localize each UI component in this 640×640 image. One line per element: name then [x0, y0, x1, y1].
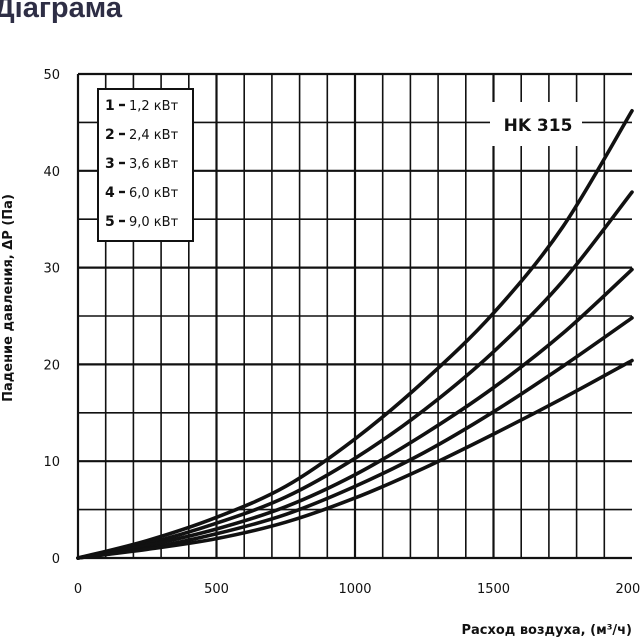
x-tick-label: 1000 — [338, 582, 371, 597]
legend-label: 3,6 кВт — [129, 157, 179, 172]
y-tick-label: 30 — [43, 262, 60, 277]
chart-curves — [76, 108, 634, 560]
legend-number: 3 — [105, 156, 115, 172]
legend-number: 5 — [105, 214, 115, 230]
model-label: HK 315 — [504, 116, 573, 136]
legend-item-3: 3 3,6 кВт — [105, 156, 179, 172]
legend-item-4: 4 6,0 кВт — [105, 185, 179, 201]
x-tick-label: 1500 — [477, 582, 510, 597]
y-tick-label: 0 — [52, 552, 60, 567]
legend-box — [97, 88, 194, 242]
series-curve-1 — [76, 108, 634, 560]
x-tick-label: 0 — [74, 582, 82, 597]
y-tick-label: 20 — [43, 358, 60, 373]
model-label-box: HK 315 — [490, 102, 582, 146]
page-title: Діаграма — [0, 0, 122, 24]
legend-item-5: 5 9,0 кВт — [105, 214, 179, 230]
legend-item-1: 1 1,2 кВт — [105, 98, 179, 114]
series-curve-5 — [76, 358, 634, 560]
y-tick-label: 50 — [43, 68, 60, 83]
legend-item-2: 2 2,4 кВт — [105, 127, 179, 143]
legend-label: 2,4 кВт — [129, 128, 179, 143]
legend-number: 4 — [105, 185, 115, 201]
series-curve-4 — [76, 316, 634, 560]
legend-number: 2 — [105, 127, 115, 143]
series-curve-2 — [76, 190, 634, 560]
y-axis-label: Падение давления, ΔP (Па) — [1, 194, 16, 402]
x-tick-label: 500 — [204, 582, 229, 597]
y-tick-labels: 0 10 20 30 40 50 — [43, 68, 60, 567]
y-tick-label: 40 — [43, 165, 60, 180]
y-tick-label: 10 — [43, 455, 60, 470]
legend-label: 6,0 кВт — [129, 186, 179, 201]
legend-number: 1 — [105, 98, 115, 114]
legend-label: 9,0 кВт — [129, 215, 179, 230]
legend-label: 1,2 кВт — [129, 99, 179, 114]
chart-legend: 1 1,2 кВт 2 2,4 кВт 3 3,6 кВт 4 6,0 кВт 5 9,0 кВт — [97, 88, 194, 242]
chart-axes — [76, 72, 632, 560]
x-axis-label: Расход воздуха, (м³/ч) — [461, 623, 632, 638]
series-curve-3 — [76, 267, 634, 560]
